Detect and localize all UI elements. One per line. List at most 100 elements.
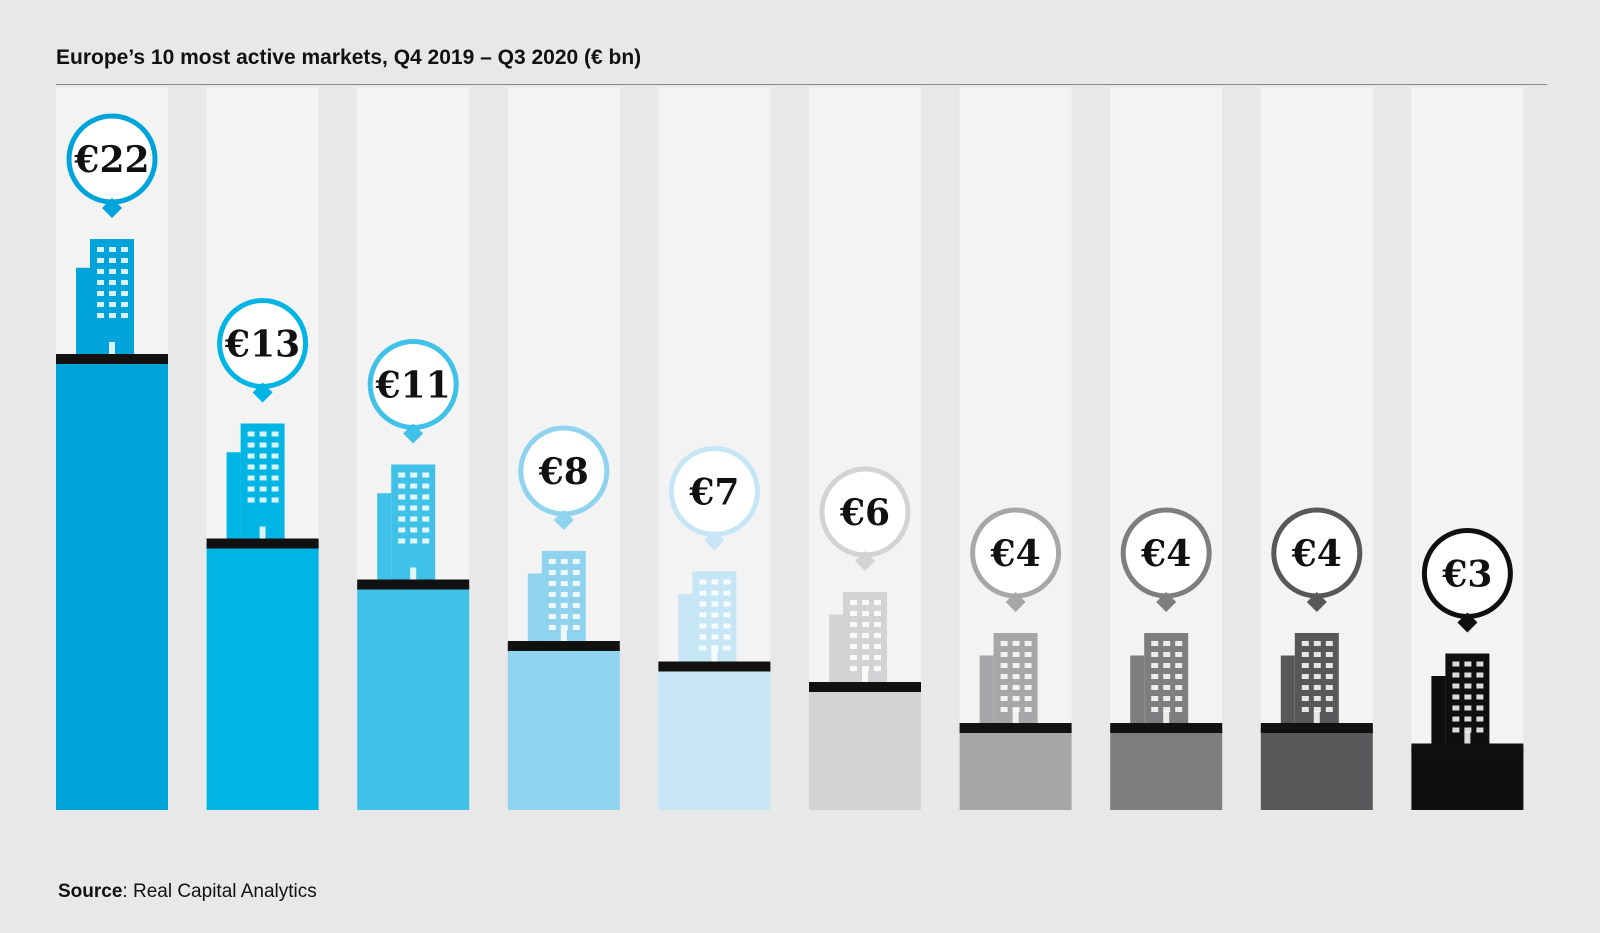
bubble-pointer bbox=[252, 382, 273, 403]
building-window bbox=[711, 612, 719, 618]
title-rule bbox=[56, 84, 1547, 85]
building-window bbox=[850, 644, 857, 649]
building-window bbox=[548, 603, 556, 608]
building-window bbox=[1313, 674, 1321, 679]
building-window bbox=[862, 600, 869, 605]
bar bbox=[1260, 728, 1373, 810]
building-window bbox=[699, 590, 707, 596]
bar bbox=[658, 666, 771, 810]
building-window bbox=[259, 497, 267, 503]
building-window bbox=[1476, 672, 1484, 678]
building-door bbox=[410, 567, 417, 580]
bar-cap bbox=[809, 682, 921, 692]
bubble-pointer bbox=[403, 423, 424, 444]
building-window bbox=[723, 579, 731, 585]
building-window bbox=[862, 622, 869, 627]
building-icon bbox=[377, 464, 436, 580]
building-icon bbox=[979, 633, 1038, 723]
building-window bbox=[560, 625, 568, 630]
value-bubble: €13 bbox=[217, 298, 309, 403]
building-window bbox=[560, 581, 568, 586]
building-window bbox=[1151, 663, 1159, 668]
building-window bbox=[109, 280, 116, 285]
building-window bbox=[1452, 705, 1460, 711]
building-window bbox=[1024, 674, 1032, 679]
building-window bbox=[1301, 685, 1309, 690]
building-window bbox=[850, 611, 857, 616]
bubble-pointer bbox=[1306, 592, 1327, 612]
building-window bbox=[723, 645, 731, 651]
building-window bbox=[398, 527, 406, 533]
building-wing bbox=[226, 452, 241, 539]
building-window bbox=[247, 486, 255, 492]
building-window bbox=[109, 291, 116, 296]
building-window bbox=[699, 623, 707, 629]
value-label: €4 bbox=[1291, 533, 1342, 575]
building-window bbox=[548, 559, 556, 564]
bar bbox=[1411, 748, 1524, 810]
building-window bbox=[1313, 641, 1321, 646]
building-window bbox=[398, 483, 406, 489]
building-window bbox=[398, 505, 406, 511]
building-window bbox=[1301, 707, 1309, 712]
bar bbox=[357, 584, 470, 810]
building-wing bbox=[527, 573, 542, 641]
building-window bbox=[109, 313, 116, 318]
building-window bbox=[699, 645, 707, 651]
building-window bbox=[247, 475, 255, 481]
building-window bbox=[121, 291, 128, 296]
building-wing bbox=[377, 493, 392, 580]
building-window bbox=[1464, 683, 1472, 689]
building-window bbox=[723, 623, 731, 629]
building-window bbox=[1175, 641, 1183, 646]
building-window bbox=[422, 505, 430, 511]
building-window bbox=[711, 634, 719, 640]
bar-cap bbox=[206, 538, 319, 549]
bubble-pointer bbox=[704, 530, 725, 551]
value-bubble: €7 bbox=[668, 446, 760, 551]
building-window bbox=[109, 258, 116, 263]
value-label: €7 bbox=[688, 472, 739, 514]
building-window bbox=[1000, 696, 1008, 701]
building-window bbox=[398, 494, 406, 500]
building-window bbox=[422, 527, 430, 533]
value-label: €13 bbox=[224, 324, 300, 366]
building-window bbox=[850, 600, 857, 605]
bar bbox=[1110, 728, 1223, 810]
building-window bbox=[874, 611, 881, 616]
building-window bbox=[560, 592, 568, 597]
building-window bbox=[259, 442, 267, 448]
building-window bbox=[247, 431, 255, 437]
building-window bbox=[1476, 661, 1484, 667]
bar bbox=[959, 728, 1072, 810]
building-window bbox=[1476, 716, 1484, 722]
building-window bbox=[572, 614, 580, 619]
value-bubble: €11 bbox=[367, 339, 459, 444]
building-window bbox=[1024, 652, 1032, 657]
building-window bbox=[1024, 641, 1032, 646]
building-window bbox=[1313, 685, 1321, 690]
building-window bbox=[1464, 672, 1472, 678]
building-window bbox=[410, 483, 418, 489]
building-window bbox=[723, 601, 731, 607]
value-label: €11 bbox=[375, 365, 451, 407]
building-window bbox=[1325, 641, 1333, 646]
building-window bbox=[862, 666, 869, 671]
building-window bbox=[410, 538, 418, 544]
building-window bbox=[723, 634, 731, 640]
building-window bbox=[1464, 694, 1472, 700]
building-window bbox=[1313, 707, 1321, 712]
building-icon bbox=[1130, 633, 1189, 723]
bar-cap bbox=[56, 354, 168, 364]
building-window bbox=[1012, 674, 1020, 679]
building-window bbox=[572, 625, 580, 630]
bubble-pointer bbox=[1457, 612, 1478, 633]
building-window bbox=[1464, 705, 1472, 711]
building-window bbox=[1175, 663, 1183, 668]
building-wing bbox=[76, 267, 90, 354]
building-icon bbox=[1431, 653, 1490, 744]
building-window bbox=[1163, 707, 1171, 712]
building-window bbox=[410, 516, 418, 522]
building-wing bbox=[1130, 655, 1145, 723]
